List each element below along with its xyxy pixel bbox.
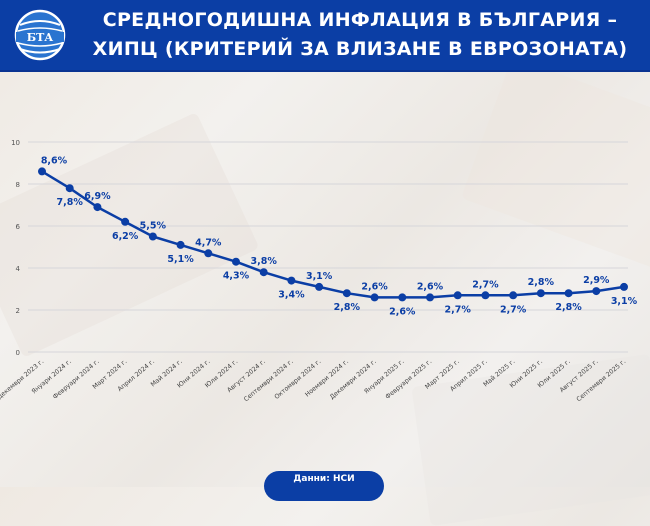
data-point <box>204 249 213 258</box>
data-label: 2,6% <box>417 281 444 292</box>
source-label: Данни: НСИ <box>293 474 355 484</box>
data-point <box>536 289 545 298</box>
data-point <box>509 291 518 300</box>
x-tick-label: Декември 2024 г. <box>329 358 378 401</box>
x-tick-label: Февруари 2024 г. <box>52 358 101 401</box>
svg-text:БТА: БТА <box>27 31 54 44</box>
data-point <box>232 257 240 266</box>
y-tick-label: 4 <box>16 265 21 273</box>
data-point <box>453 291 462 300</box>
x-tick-label: Октомври 2024 г. <box>273 358 322 401</box>
data-label: 3,8% <box>251 256 278 267</box>
data-line <box>41 170 625 299</box>
data-label: 6,9% <box>84 191 111 202</box>
y-tick-label: 2 <box>16 307 20 315</box>
x-tick-label: Септември 2024 г. <box>243 358 295 403</box>
data-label: 6,2% <box>112 231 139 242</box>
data-point <box>564 289 573 298</box>
y-tick-label: 8 <box>16 181 20 189</box>
data-point <box>398 293 407 302</box>
data-label: 2,8% <box>334 302 361 313</box>
x-tick-label: Декември 2023 г. <box>0 358 45 401</box>
data-point <box>342 289 351 298</box>
data-point <box>38 167 46 176</box>
data-label: 2,7% <box>472 279 499 290</box>
data-label: 5,5% <box>140 221 167 232</box>
y-tick-label: 10 <box>11 139 20 147</box>
data-point <box>93 203 102 212</box>
x-tick-label: Септември 2025 г. <box>575 358 627 403</box>
data-label: 2,6% <box>389 306 416 317</box>
data-point <box>65 184 74 193</box>
data-label: 3,1% <box>611 296 638 307</box>
data-point <box>370 293 379 302</box>
data-point <box>481 291 490 300</box>
y-tick-label: 6 <box>16 223 21 231</box>
data-point <box>426 293 434 302</box>
data-point <box>121 217 130 226</box>
title-line-1: СРЕДНОГОДИШНА ИНФЛАЦИЯ В БЪЛГАРИЯ – <box>102 9 618 31</box>
source-badge: Данни: НСИ <box>264 471 384 501</box>
y-tick-label: 0 <box>16 349 20 357</box>
data-point <box>592 287 601 296</box>
line-chart: 02468108,6%7,8%6,9%6,2%5,5%5,1%4,7%4,3%3… <box>0 139 638 403</box>
data-label: 2,7% <box>500 304 527 315</box>
title-line-2: ХИПЦ (КРИТЕРИЙ ЗА ВЛИЗАНЕ В ЕВРОЗОНАТА) <box>92 38 628 60</box>
chart-title: СРЕДНОГОДИШНА ИНФЛАЦИЯ В БЪЛГАРИЯ – ХИПЦ… <box>80 6 640 64</box>
data-point <box>148 232 157 241</box>
data-label: 7,8% <box>57 197 84 208</box>
data-label: 2,8% <box>528 277 555 288</box>
bta-logo-icon: БТА <box>14 9 66 61</box>
data-point <box>259 268 268 277</box>
data-label: 2,6% <box>361 281 388 292</box>
data-label: 8,6% <box>41 155 68 166</box>
data-point <box>620 282 628 291</box>
header-banner: БТА СРЕДНОГОДИШНА ИНФЛАЦИЯ В БЪЛГАРИЯ – … <box>0 0 650 72</box>
data-label: 2,7% <box>445 304 472 315</box>
data-label: 3,4% <box>278 290 305 301</box>
data-label: 4,3% <box>223 271 250 282</box>
x-tick-label: Февруари 2025 г. <box>384 358 433 401</box>
data-label: 2,9% <box>583 275 610 286</box>
data-label: 3,1% <box>306 271 333 282</box>
data-point <box>176 240 185 249</box>
data-point <box>315 282 324 291</box>
data-label: 5,1% <box>167 254 194 265</box>
data-point <box>287 276 296 285</box>
data-label: 4,7% <box>195 237 222 248</box>
data-label: 2,8% <box>555 302 582 313</box>
